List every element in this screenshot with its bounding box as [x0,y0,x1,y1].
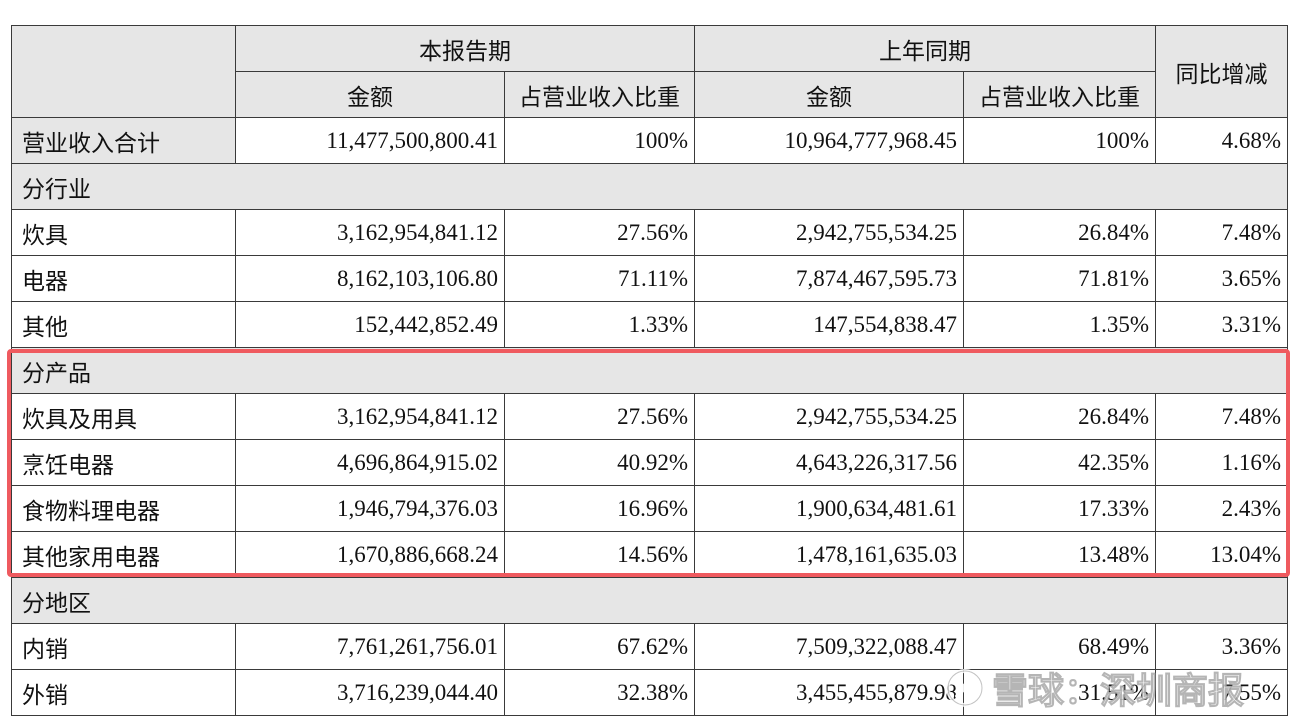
watermark: 雪球：深圳商报 [944,660,1245,716]
cell-cur-pct: 40.92% [504,439,695,486]
cell-cur-pct: 27.56% [504,209,695,256]
cell-cur-amount: 3,162,954,841.12 [235,393,505,440]
cell-prev-pct: 26.84% [963,393,1156,440]
cell-cur-pct: 32.38% [504,669,695,716]
section-row-product: 分产品 [11,347,1288,394]
cell-cur-amount: 152,442,852.49 [235,301,505,348]
cell-yoy: 4.68% [1155,117,1288,164]
cell-cur-amount: 4,696,864,915.02 [235,439,505,486]
cell-yoy: 3.36% [1155,623,1288,670]
header-cur-amount: 金额 [235,71,505,118]
row-label: 炊具 [11,209,236,256]
cell-yoy: 1.16% [1155,439,1288,486]
row-label: 食物料理电器 [11,485,236,532]
cell-prev-pct: 42.35% [963,439,1156,486]
cell-prev-amount: 7,874,467,595.73 [694,255,964,302]
watermark-text: 雪球：深圳商报 [991,671,1245,713]
cell-cur-pct: 67.62% [504,623,695,670]
cell-yoy: 3.31% [1155,301,1288,348]
cell-cur-pct: 100% [504,117,695,164]
header-prev-amount: 金额 [694,71,964,118]
cell-yoy: 13.04% [1155,531,1288,578]
cell-cur-pct: 71.11% [504,255,695,302]
cell-prev-amount: 1,900,634,481.61 [694,485,964,532]
table-row: 其他 152,442,852.49 1.33% 147,554,838.47 1… [11,301,1288,348]
cell-yoy: 2.43% [1155,485,1288,532]
cell-prev-amount: 4,643,226,317.56 [694,439,964,486]
table-row: 烹饪电器 4,696,864,915.02 40.92% 4,643,226,3… [11,439,1288,486]
cell-cur-amount: 3,162,954,841.12 [235,209,505,256]
row-label: 外销 [11,669,236,716]
cell-cur-pct: 27.56% [504,393,695,440]
cell-cur-pct: 16.96% [504,485,695,532]
section-title: 分产品 [11,347,1288,394]
cell-prev-pct: 100% [963,117,1156,164]
table-row: 炊具 3,162,954,841.12 27.56% 2,942,755,534… [11,209,1288,256]
section-row-region: 分地区 [11,577,1288,624]
cell-prev-amount: 2,942,755,534.25 [694,209,964,256]
header-yoy: 同比增减 [1155,25,1288,118]
cell-prev-pct: 1.35% [963,301,1156,348]
xueqiu-logo-icon [946,669,984,707]
cell-prev-amount: 147,554,838.47 [694,301,964,348]
row-label: 烹饪电器 [11,439,236,486]
header-current-period: 本报告期 [235,25,695,72]
cell-yoy: 7.48% [1155,209,1288,256]
cell-prev-pct: 26.84% [963,209,1156,256]
section-row-industry: 分行业 [11,163,1288,210]
cell-prev-amount: 7,509,322,088.47 [694,623,964,670]
header-previous-period: 上年同期 [694,25,1156,72]
row-label: 炊具及用具 [11,393,236,440]
header-empty-cell [11,25,236,118]
cell-yoy: 3.65% [1155,255,1288,302]
row-label: 其他 [11,301,236,348]
row-label: 电器 [11,255,236,302]
row-label: 内销 [11,623,236,670]
row-label: 其他家用电器 [11,531,236,578]
cell-prev-pct: 17.33% [963,485,1156,532]
row-label: 营业收入合计 [11,117,236,164]
cell-cur-pct: 1.33% [504,301,695,348]
cell-cur-amount: 7,761,261,756.01 [235,623,505,670]
cell-cur-pct: 14.56% [504,531,695,578]
cell-cur-amount: 3,716,239,044.40 [235,669,505,716]
cell-prev-pct: 71.81% [963,255,1156,302]
cell-prev-amount: 10,964,777,968.45 [694,117,964,164]
header-cur-share: 占营业收入比重 [504,71,695,118]
table-row: 其他家用电器 1,670,886,668.24 14.56% 1,478,161… [11,531,1288,578]
section-title: 分行业 [11,163,1288,210]
table-row-total: 营业收入合计 11,477,500,800.41 100% 10,964,777… [11,117,1288,164]
cell-prev-amount: 2,942,755,534.25 [694,393,964,440]
cell-cur-amount: 11,477,500,800.41 [235,117,505,164]
table-row: 电器 8,162,103,106.80 71.11% 7,874,467,595… [11,255,1288,302]
section-title: 分地区 [11,577,1288,624]
cell-yoy: 7.48% [1155,393,1288,440]
table-row: 炊具及用具 3,162,954,841.12 27.56% 2,942,755,… [11,393,1288,440]
cell-cur-amount: 1,670,886,668.24 [235,531,505,578]
revenue-table: 本报告期 上年同期 同比增减 金额 占营业收入比重 金额 占营业收入比重 营业收… [11,25,1288,716]
cell-yoy: 7.55% [1155,669,1288,716]
cell-prev-pct: 31.51% [963,669,1156,716]
cell-prev-amount: 1,478,161,635.03 [694,531,964,578]
table-row: 食物料理电器 1,946,794,376.03 16.96% 1,900,634… [11,485,1288,532]
header-prev-share: 占营业收入比重 [963,71,1156,118]
cell-cur-amount: 8,162,103,106.80 [235,255,505,302]
cell-prev-amount: 3,455,455,879.98 [694,669,964,716]
table-row: 外销 3,716,239,044.40 32.38% 3,455,455,879… [11,669,1288,716]
cell-prev-pct: 13.48% [963,531,1156,578]
cell-cur-amount: 1,946,794,376.03 [235,485,505,532]
